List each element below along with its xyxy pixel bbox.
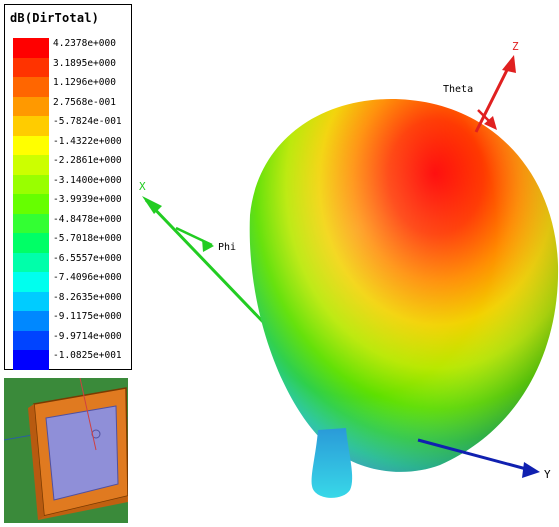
legend-level-label: 4.2378e+000 [53,38,116,49]
x-axis-label: X [139,180,146,193]
legend-swatch [13,38,49,58]
legend-swatch [13,330,49,351]
legend-level-label: -6.5557e+000 [53,252,122,264]
legend-swatch [13,272,49,292]
legend-level-label: -3.1400e+000 [53,174,122,186]
legend-swatch [13,233,49,253]
legend-swatch [13,194,49,214]
legend-swatch [13,213,49,234]
legend-swatch [13,174,49,195]
legend-level-label: -2.2861e+000 [53,155,122,166]
y-axis-label: Y [544,468,551,481]
phi-label: Phi [218,242,236,253]
legend-level-label: 2.7568e-001 [53,96,116,108]
legend-level-label: -8.2635e+000 [53,291,122,303]
legend-swatch [13,252,49,273]
z-axis-label: Z [512,40,519,53]
y-axis [417,438,540,478]
legend-swatch [13,96,49,117]
theta-arrow-icon [484,116,497,130]
legend-swatch [13,77,49,97]
legend-level-label: -5.7824e-001 [53,116,122,127]
phi-arrow-icon [202,239,214,252]
legend-level-label: 3.1895e+000 [53,57,116,69]
antenna-geometry-view [4,378,128,523]
legend-level-label: 1.1296e+000 [53,77,116,88]
legend-swatch [13,291,49,312]
legend-level-label: -5.7018e+000 [53,233,122,244]
main-lobe [249,99,559,472]
patch-antenna-model-thumbnail [4,378,128,523]
legend-level-label: -3.9939e+000 [53,194,122,205]
color-legend: dB(DirTotal) 4.2378e+000 3.1895e+000 1.129… [4,4,132,370]
legend-level-label: -7.4096e+000 [53,272,122,283]
legend-swatch [13,135,49,156]
legend-level-label: -4.8478e+000 [53,213,122,225]
legend-level-label: -9.9714e+000 [53,330,122,342]
legend-level-label: -1.0825e+001 [53,350,122,361]
legend-level-label: -1.4322e+000 [53,135,122,147]
legend-level-label: -9.1175e+000 [53,311,122,322]
legend-swatch [13,57,49,78]
legend-swatch [13,116,49,136]
legend-title: dB(DirTotal) [10,11,100,25]
theta-label: Theta [443,84,473,95]
legend-swatch [13,155,49,175]
back-lobe [311,428,353,498]
z-axis [474,55,516,133]
legend-swatch [13,311,49,331]
legend-swatch [13,350,49,370]
